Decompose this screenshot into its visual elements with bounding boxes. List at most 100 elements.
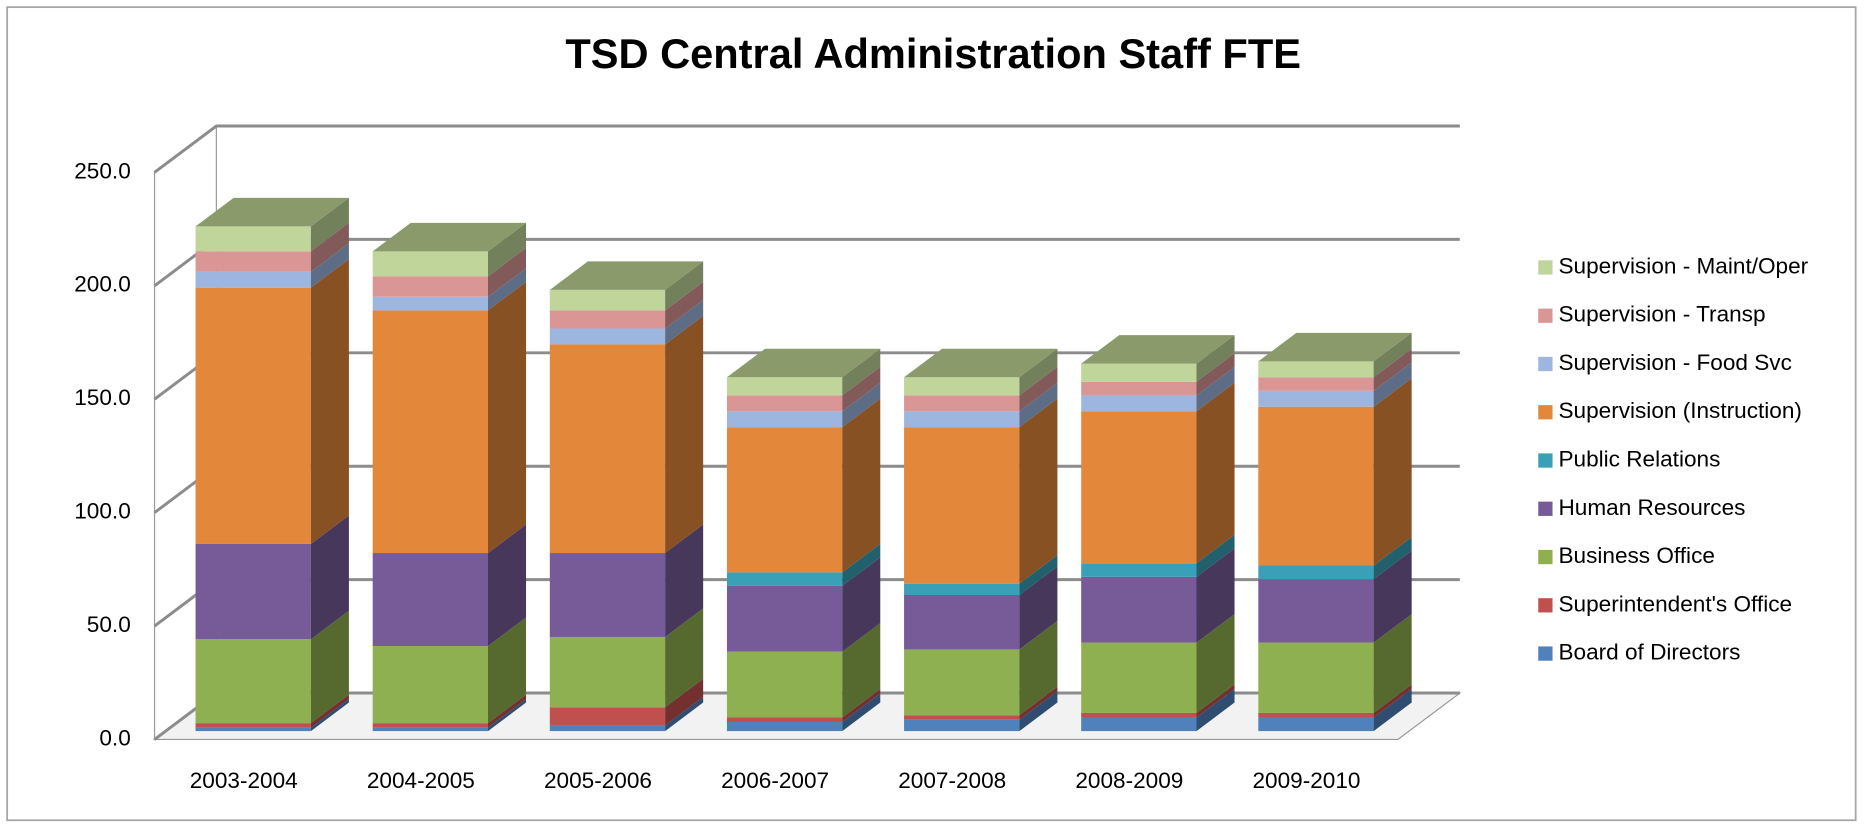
bar-segment-side (310, 515, 349, 640)
grid-line (153, 124, 1460, 174)
legend-swatch (1538, 260, 1553, 275)
bar-segment-side (310, 694, 349, 728)
bar-segment-side (487, 222, 527, 277)
bar-segment (1258, 406, 1374, 566)
bar-segment (1258, 717, 1374, 732)
bar-segment (549, 707, 666, 726)
legend-label: Supervision - Transp (1558, 302, 1765, 327)
bar-segment-side (1373, 688, 1412, 732)
x-tick-label: 2008-2009 (1075, 768, 1183, 793)
bar-segment-side (665, 696, 704, 732)
legend-swatch (1538, 501, 1553, 516)
bar-segment (726, 717, 843, 723)
bar-segment-side (1019, 566, 1058, 650)
bar-segment-side (1019, 691, 1058, 732)
bar-segment-side (310, 610, 349, 724)
bar-segment (726, 572, 843, 586)
bar-segment (195, 271, 311, 288)
bar-segment (549, 289, 666, 311)
bar-segment-side (1373, 348, 1412, 391)
bar-segment (1081, 563, 1197, 577)
bar-segment-side (1373, 684, 1412, 718)
bar-segment-side (1019, 366, 1058, 412)
bar-top (549, 261, 704, 290)
legend-label: Supervision - Food Svc (1558, 350, 1791, 375)
bar-segment (904, 411, 1020, 428)
bar-segment-side (310, 197, 349, 252)
bar-segment-side (665, 678, 704, 726)
bar-segment-side (310, 699, 349, 732)
bar-segment (549, 344, 666, 554)
legend-swatch (1538, 549, 1553, 565)
bar-segment-side (1196, 684, 1235, 718)
bar-segment (1258, 377, 1374, 391)
bar-segment-side (487, 524, 527, 647)
bar-segment-side (487, 247, 527, 297)
bar-segment-side (842, 543, 881, 586)
bar-top (1258, 332, 1412, 362)
bar-segment (195, 639, 311, 724)
bar-segment-side (842, 557, 881, 652)
bar-segment-side (1196, 366, 1235, 412)
bar-segment-side (487, 281, 527, 554)
bar-segment (1081, 576, 1197, 643)
bar-segment (549, 328, 666, 345)
bar-segment (726, 585, 843, 652)
bar-segment (904, 719, 1020, 732)
bar-segment-side (1019, 382, 1058, 428)
legend-label: Supervision - Maint/Oper (1558, 253, 1808, 278)
bar-segment-side (1196, 353, 1235, 396)
bar-segment (1258, 712, 1374, 718)
bar-segment (904, 715, 1020, 720)
bar-segment-side (1019, 620, 1058, 716)
y-tick-label: 0.0 (99, 725, 130, 750)
bar-segment (195, 543, 311, 640)
bar-segment-side (310, 259, 349, 544)
bar-segment (726, 411, 843, 428)
bar-segment-side (1373, 614, 1412, 713)
bar-segment (726, 377, 843, 396)
bar-top (195, 197, 349, 227)
bar-segment-side (1019, 555, 1058, 595)
bar-segment-side (665, 299, 704, 345)
bar-segment-side (1196, 614, 1235, 713)
bar-segment-side (665, 315, 704, 554)
bar-segment (549, 636, 666, 708)
bar-segment (195, 287, 311, 544)
legend-swatch (1538, 646, 1553, 661)
bar-segment (372, 727, 488, 732)
bar-segment-side (487, 699, 527, 732)
bar-segment (372, 553, 488, 647)
legend-label: Public Relations (1558, 446, 1720, 471)
y-tick-label: 200.0 (74, 272, 131, 297)
bar-segment-side (665, 524, 704, 637)
bar-segment (904, 583, 1020, 595)
bar-segment (1081, 642, 1197, 713)
bar-segment-side (310, 222, 349, 272)
bar-segment (1081, 381, 1197, 396)
bar-segment (372, 296, 488, 311)
bar-segment (726, 395, 843, 412)
bar-segment-side (1373, 536, 1412, 580)
bar-top (904, 348, 1058, 378)
legend-swatch (1538, 405, 1553, 420)
bar-segment-side (842, 688, 881, 723)
bar-segment (549, 310, 666, 329)
legend-swatch (1538, 356, 1553, 372)
bar-segment-side (1196, 534, 1235, 577)
x-tick-label: 2009-2010 (1252, 768, 1360, 793)
bar-segment-side (1196, 688, 1235, 732)
legend-label: Board of Directors (1558, 640, 1740, 665)
bar-segment (195, 723, 311, 728)
bar-segment-side (487, 617, 527, 724)
bar-top (372, 222, 527, 252)
x-tick-label: 2006-2007 (721, 768, 829, 793)
bar-segment (195, 226, 311, 252)
bar-segment-side (310, 243, 349, 288)
bar-top (726, 348, 881, 378)
y-tick-label: 150.0 (74, 385, 131, 410)
chart-title: TSD Central Administration Staff FTE (565, 30, 1301, 77)
bar-segment (372, 276, 488, 297)
bar-segment (1081, 712, 1197, 718)
